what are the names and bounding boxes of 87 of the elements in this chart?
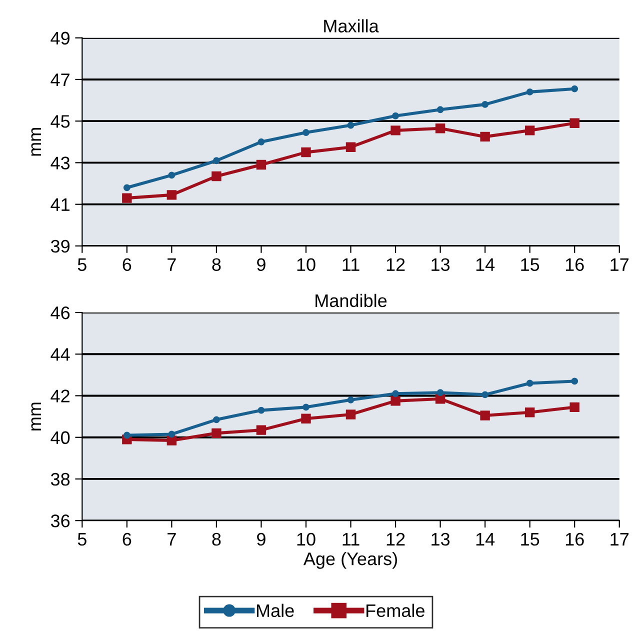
- y-tick-label: 41: [50, 198, 70, 211]
- x-tick-label: 6: [122, 532, 132, 546]
- y-tick-label: 40: [50, 431, 70, 444]
- point: [212, 171, 222, 182]
- point: [258, 406, 265, 414]
- point: [166, 436, 177, 446]
- point: [212, 416, 220, 424]
- point: [301, 147, 311, 158]
- point: [392, 112, 399, 120]
- y-tick-label: 42: [50, 390, 70, 402]
- x-tick-label: 17: [610, 258, 628, 271]
- x-tick-label: 17: [610, 533, 628, 546]
- point: [122, 193, 132, 203]
- point: [480, 410, 490, 420]
- x-tick-label: 16: [566, 532, 584, 546]
- y-tick-label: 49: [50, 32, 70, 45]
- x-tick-label: 13: [432, 532, 450, 546]
- x-tick-label: 8: [212, 532, 221, 546]
- point: [123, 184, 130, 192]
- y-tick-label: 36: [50, 514, 70, 528]
- point: [166, 190, 177, 200]
- point: [524, 126, 535, 136]
- x-tick-label: 10: [297, 258, 316, 271]
- x-tick-label: 10: [297, 532, 316, 546]
- point: [346, 142, 356, 152]
- x-tick-label: 15: [521, 533, 540, 546]
- point: [301, 414, 311, 424]
- x-tick-label: 7: [168, 258, 176, 271]
- point: [168, 172, 176, 179]
- x-tick-label: 14: [476, 258, 495, 271]
- point: [258, 138, 265, 146]
- x-tick-label: 14: [476, 533, 495, 546]
- x-tick-label: 11: [342, 533, 360, 546]
- point: [256, 425, 266, 435]
- chart-title: Mandible: [316, 294, 387, 308]
- point: [347, 396, 354, 404]
- point: [524, 408, 535, 418]
- point: [168, 430, 176, 438]
- x-tick-label: 16: [566, 258, 584, 271]
- point: [123, 432, 130, 439]
- point: [436, 389, 444, 396]
- point: [480, 132, 490, 142]
- y-axis-title: mm: [31, 402, 41, 430]
- y-tick-label: 38: [50, 472, 70, 486]
- x-tick-label: 5: [78, 533, 86, 546]
- point: [526, 88, 534, 96]
- point: [347, 122, 354, 129]
- point: [392, 390, 399, 398]
- x-tick-label: 12: [386, 258, 405, 271]
- legend-label: Female: [366, 604, 424, 618]
- y-tick-label: 45: [50, 115, 70, 128]
- y-tick-label: 44: [50, 348, 70, 361]
- y-tick-label: 43: [50, 156, 70, 170]
- point: [390, 126, 400, 136]
- x-tick-label: 15: [521, 258, 540, 271]
- x-tick-label: 13: [432, 258, 450, 271]
- point: [346, 410, 356, 420]
- x-tick-label: 12: [386, 532, 405, 546]
- legend-label: Male: [256, 604, 294, 618]
- point: [390, 396, 400, 406]
- point: [571, 378, 578, 385]
- x-axis-title: Age (Years): [303, 552, 397, 569]
- x-tick-label: 8: [212, 258, 221, 271]
- point: [571, 85, 578, 92]
- point: [526, 380, 534, 387]
- point: [482, 391, 489, 398]
- x-tick-label: 5: [78, 258, 86, 271]
- point: [256, 160, 266, 170]
- point: [302, 129, 310, 136]
- y-tick-label: 47: [50, 74, 70, 86]
- x-tick-label: 6: [122, 258, 132, 271]
- y-tick-label: 39: [50, 240, 70, 253]
- point: [212, 157, 220, 164]
- point: [302, 404, 310, 411]
- x-tick-label: 9: [257, 532, 266, 546]
- point: [570, 118, 580, 128]
- x-tick-label: 9: [257, 258, 266, 271]
- point: [436, 106, 444, 114]
- x-tick-label: 7: [168, 533, 176, 546]
- point: [212, 428, 222, 438]
- y-tick-label: 46: [50, 306, 70, 320]
- y-axis-title: mm: [31, 128, 41, 156]
- chart-title: Maxilla: [324, 19, 379, 32]
- point: [482, 100, 489, 108]
- point: [435, 124, 446, 134]
- point: [570, 402, 580, 412]
- x-tick-label: 11: [342, 258, 360, 271]
